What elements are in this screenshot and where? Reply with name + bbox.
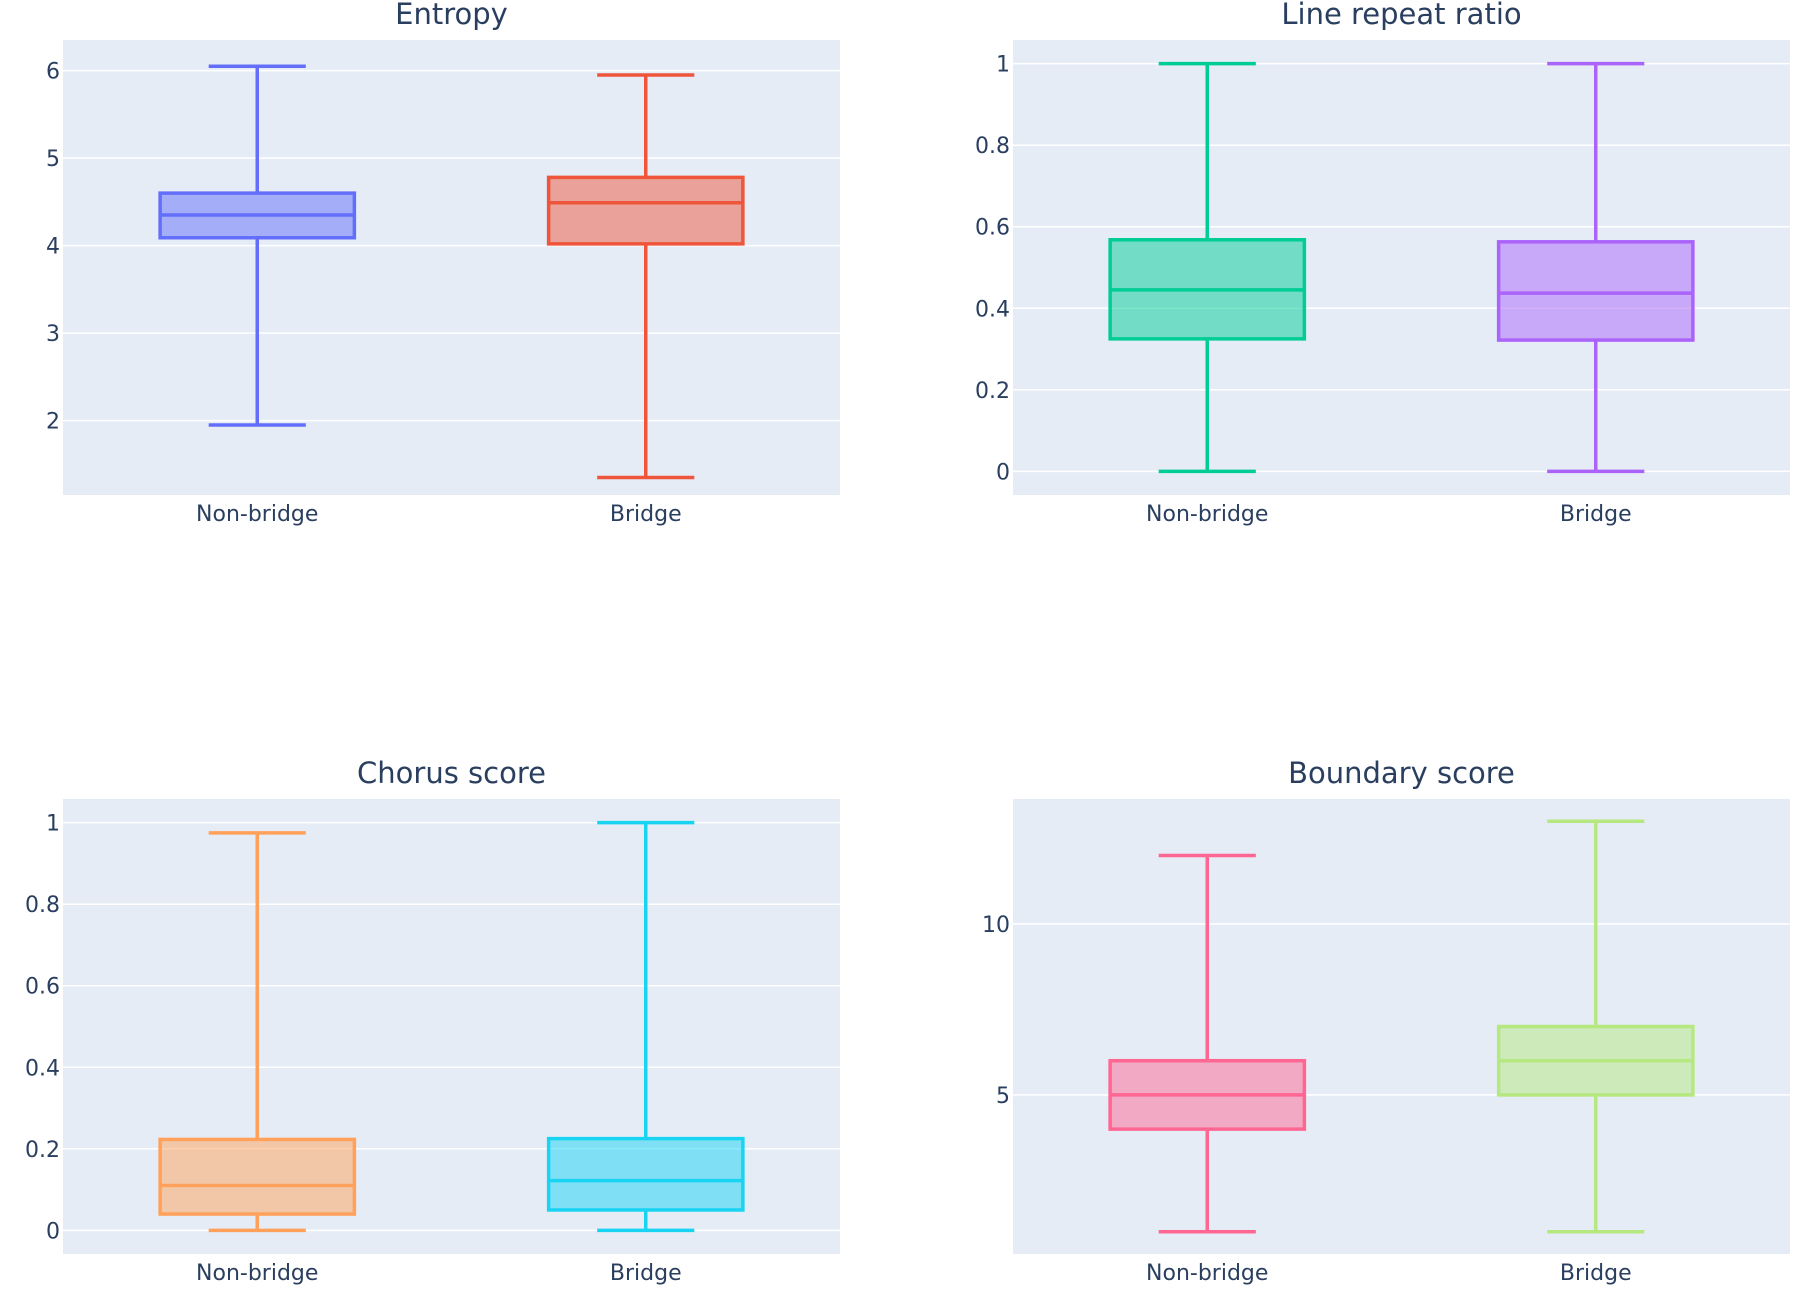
- x-tick-label: Bridge: [610, 502, 682, 527]
- box-chorus-score-non-bridge: [158, 831, 357, 1233]
- box-boundary-score-bridge: [1496, 819, 1695, 1234]
- panel-chorus-score: 0 0.2 0.4 0.6 0.8 1 Chorus score Non-bridge Brid…: [25, 756, 840, 1286]
- y-tick-label: 0.4: [975, 297, 1010, 322]
- y-tick-label: 0.8: [975, 134, 1010, 159]
- y-tick-label: 5: [46, 147, 60, 172]
- y-tick-label: 0.2: [25, 1138, 60, 1163]
- y-tick-label: 0: [46, 1219, 60, 1244]
- panel-boundary-score: 5 10 Boundary score Non-bridge Bridge: [982, 756, 1790, 1286]
- x-tick-label: Bridge: [610, 1261, 682, 1286]
- box-entropy-non-bridge: [158, 64, 357, 427]
- panel-line-repeat-ratio: 0 0.2 0.4 0.6 0.8 1 Line repeat ratio Non-bridg…: [975, 0, 1790, 527]
- y-tick-label: 0.4: [25, 1056, 60, 1081]
- chart-title-boundary-score: Boundary score: [1288, 756, 1515, 790]
- y-tick-label: 4: [46, 235, 60, 260]
- box-chorus-score-bridge: [546, 820, 745, 1233]
- chart-title-chorus-score: Chorus score: [357, 756, 546, 790]
- x-tick-label: Bridge: [1560, 502, 1632, 527]
- y-tick-label: 0.8: [25, 893, 60, 918]
- box-line-repeat-ratio-bridge: [1496, 61, 1695, 474]
- iqr-box: [546, 1136, 745, 1212]
- x-tick-label: Non-bridge: [196, 1261, 318, 1286]
- y-tick-label: 2: [46, 410, 60, 435]
- plot-background-entropy: [63, 40, 840, 495]
- x-tick-label: Bridge: [1560, 1261, 1632, 1286]
- y-tick-label: 3: [46, 322, 60, 347]
- y-tick-label: 0.6: [25, 975, 60, 1000]
- chart-title-line-repeat-ratio: Line repeat ratio: [1281, 0, 1521, 31]
- y-tick-label: 6: [46, 60, 60, 85]
- box-entropy-bridge: [546, 73, 745, 480]
- x-tick-label: Non-bridge: [1146, 1261, 1268, 1286]
- y-tick-label: 0.2: [975, 379, 1010, 404]
- y-tick-label: 0: [996, 460, 1010, 485]
- y-tick-label: 5: [996, 1084, 1010, 1109]
- box-boundary-score-non-bridge: [1108, 853, 1307, 1234]
- y-tick-label: 1: [996, 53, 1010, 78]
- x-tick-label: Non-bridge: [196, 502, 318, 527]
- y-tick-label: 10: [982, 913, 1010, 938]
- iqr-box: [158, 1137, 357, 1216]
- y-tick-label: 0.6: [975, 216, 1010, 241]
- x-tick-label: Non-bridge: [1146, 502, 1268, 527]
- panel-entropy: 2 3 4 5 6 Entropy Non-bridge Bridge: [46, 0, 840, 527]
- chart-title-entropy: Entropy: [395, 0, 508, 31]
- box-line-repeat-ratio-non-bridge: [1108, 61, 1307, 474]
- iqr-box: [1496, 240, 1695, 342]
- iqr-box: [546, 175, 745, 246]
- y-tick-label: 1: [46, 812, 60, 837]
